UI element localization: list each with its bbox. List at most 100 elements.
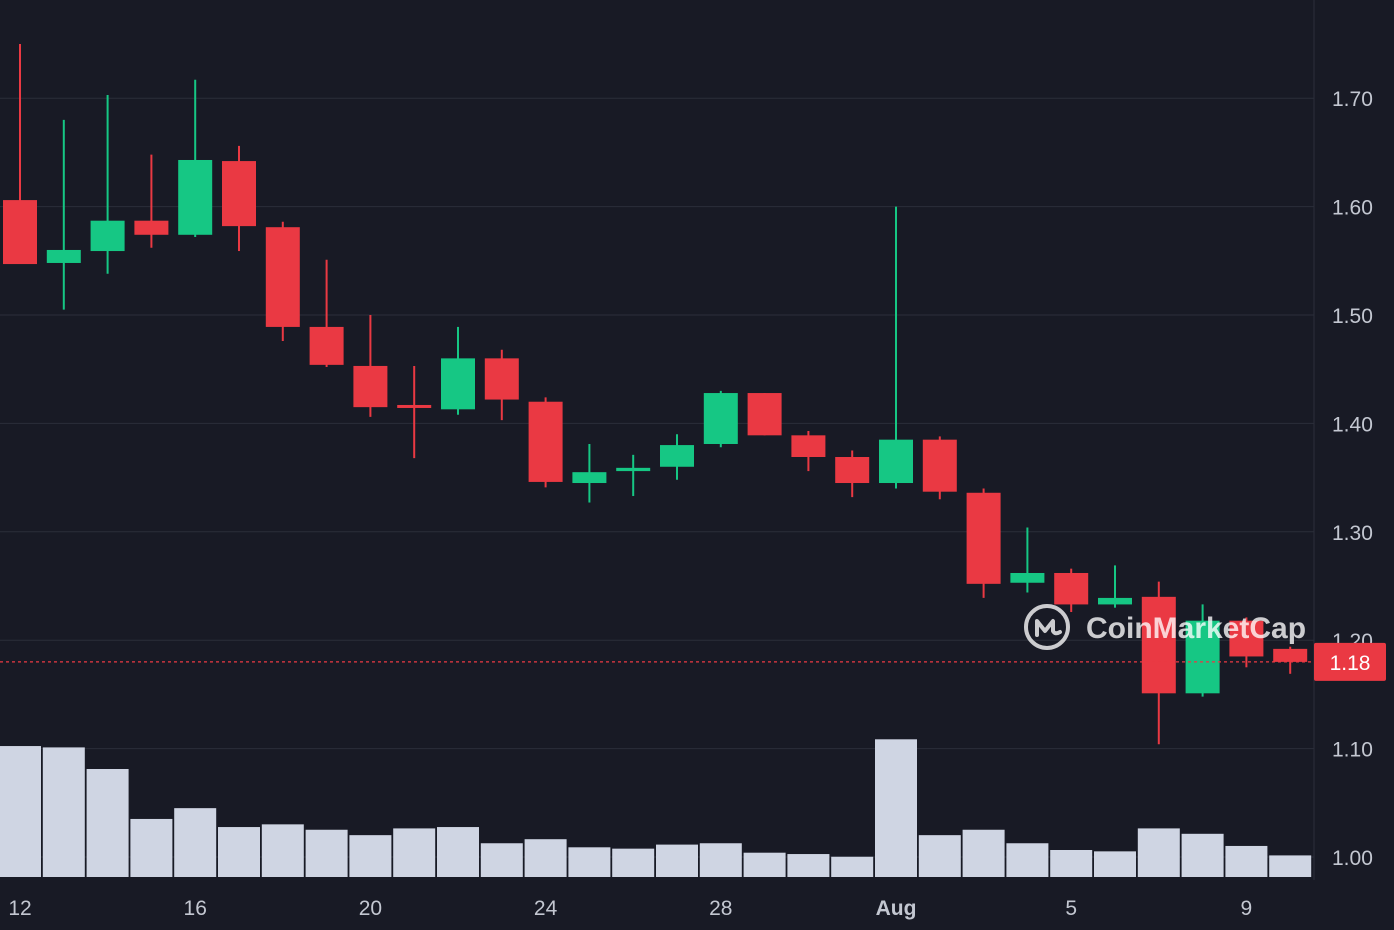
candle-body xyxy=(616,467,651,472)
candle-body xyxy=(1229,620,1264,657)
candle xyxy=(178,79,213,237)
y-axis: 1.001.101.201.301.401.501.601.70 xyxy=(1332,88,1373,870)
volume-bar xyxy=(524,839,567,877)
candle xyxy=(572,443,607,503)
current-price-label: 1.18 xyxy=(1330,652,1371,675)
grid-lines xyxy=(0,97,1314,858)
volume-bar xyxy=(261,824,304,877)
candle-body xyxy=(966,492,1001,584)
volume-bar xyxy=(1050,850,1093,877)
candle-body xyxy=(134,220,169,235)
candle-body xyxy=(178,159,213,235)
volume-bar xyxy=(1137,828,1180,877)
x-tick-label: 20 xyxy=(359,897,382,920)
volume-bar xyxy=(42,747,85,877)
x-tick-label: Aug xyxy=(876,897,917,920)
y-tick-label: 1.70 xyxy=(1332,88,1373,111)
volume-bar xyxy=(743,852,786,877)
y-tick-label: 1.60 xyxy=(1332,197,1373,220)
candle-body xyxy=(879,439,913,484)
volume-bar xyxy=(612,848,655,877)
candle-body xyxy=(222,161,256,227)
x-tick-label: 5 xyxy=(1065,897,1077,920)
candle-body xyxy=(1098,597,1132,605)
volume-bar xyxy=(831,856,874,877)
coinmarketcap-logo-icon xyxy=(1024,604,1070,650)
candle xyxy=(222,145,256,252)
candle-body xyxy=(791,435,826,458)
x-tick-label: 12 xyxy=(8,897,31,920)
current-price-tag: 1.18 xyxy=(1314,642,1386,681)
candle xyxy=(265,221,300,342)
candle-body xyxy=(922,439,957,492)
candle-body xyxy=(572,472,607,484)
candle-body xyxy=(1010,572,1045,583)
candle xyxy=(3,44,37,265)
candle xyxy=(1010,527,1045,593)
candle xyxy=(747,393,782,436)
candle-body xyxy=(835,457,870,484)
y-tick-label: 1.10 xyxy=(1332,739,1373,762)
candle xyxy=(309,259,344,368)
candle xyxy=(1229,617,1264,668)
volume-bar xyxy=(0,746,41,877)
candle-body xyxy=(703,393,738,444)
candle xyxy=(90,94,125,274)
volume-bar xyxy=(86,769,129,877)
candle-body xyxy=(90,220,125,252)
volume-bar xyxy=(918,835,961,877)
candle xyxy=(1273,646,1308,674)
candle-body xyxy=(1273,648,1308,662)
volume-bar xyxy=(393,828,436,877)
y-tick-label: 1.50 xyxy=(1332,305,1373,328)
candle xyxy=(484,349,519,421)
candle-body xyxy=(397,404,432,408)
candle xyxy=(922,436,957,500)
volume-bar xyxy=(962,829,1005,877)
volume-bar xyxy=(305,829,348,877)
candle xyxy=(660,434,694,480)
candle-body xyxy=(309,326,344,365)
volume-bar xyxy=(1181,833,1224,877)
candle-body xyxy=(747,393,782,436)
candle xyxy=(397,365,432,459)
volume-bar xyxy=(568,847,611,877)
candle xyxy=(703,390,738,448)
watermark-text: CoinMarketCap xyxy=(1086,612,1306,645)
candle-body xyxy=(46,249,81,263)
candle-body xyxy=(3,200,37,265)
candle xyxy=(835,450,870,498)
candles xyxy=(3,44,1308,745)
candle xyxy=(46,119,81,310)
volume-bar xyxy=(1006,843,1049,877)
volume-bar xyxy=(787,854,830,877)
candle xyxy=(966,488,1001,598)
candle-body xyxy=(1141,596,1176,694)
y-tick-label: 1.40 xyxy=(1332,413,1373,436)
candle-body xyxy=(353,365,388,408)
volume-bar xyxy=(218,827,260,877)
candle xyxy=(441,326,475,415)
candle xyxy=(134,154,169,248)
x-axis: 12 16 20 24 28 Aug 5 9 xyxy=(8,897,1252,920)
volume-bars xyxy=(0,739,1312,877)
x-tick-label: 16 xyxy=(184,897,207,920)
candle-body xyxy=(441,358,475,410)
volume-bar xyxy=(174,808,217,877)
volume-bar xyxy=(1225,845,1268,877)
candle xyxy=(528,397,563,488)
y-tick-label: 1.00 xyxy=(1332,847,1373,870)
candle xyxy=(616,454,651,497)
volume-bar xyxy=(1269,855,1312,877)
candle xyxy=(1054,568,1089,613)
candle-body xyxy=(660,445,694,467)
current-price-tag-background xyxy=(1314,642,1386,681)
candle xyxy=(1185,604,1220,697)
candle xyxy=(353,315,388,417)
candle-body xyxy=(528,401,563,482)
candle-body xyxy=(484,358,519,400)
volume-bar xyxy=(349,835,392,877)
candle xyxy=(1098,565,1132,608)
